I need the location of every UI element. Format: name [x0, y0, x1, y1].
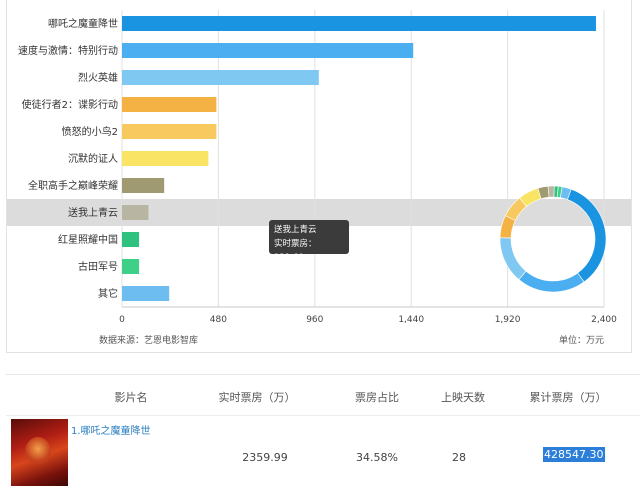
tooltip-value-line: 实时票房： 131.60 [274, 237, 344, 265]
donut-slice [499, 237, 527, 280]
movie-poster[interactable] [11, 419, 68, 486]
category-label: 红星照耀中国 [58, 233, 118, 246]
category-label: 全职高手之巅峰荣耀 [28, 179, 118, 192]
category-label: 愤怒的小鸟2 [62, 125, 118, 138]
bar [122, 286, 170, 301]
x-tick-label: 1,920 [495, 315, 521, 325]
tooltip-label: 实时票房： [274, 239, 317, 249]
bar-chart: 0 480 960 1,440 1,920 2,400 哪吒之魔童降世速度与激情：特别行动烈… [7, 10, 631, 346]
cell-days: 28 [452, 451, 466, 464]
header-share: 票房占比 [355, 391, 399, 404]
bar [122, 205, 149, 220]
category-label: 哪吒之魔童降世 [48, 17, 118, 30]
source-note: 数据来源：艺恩电影智库 [99, 334, 198, 346]
header-realtime: 实时票房（万） [218, 391, 296, 404]
category-label: 速度与激情：特别行动 [18, 44, 118, 57]
bar [122, 97, 217, 112]
category-label: 送我上青云 [68, 206, 118, 219]
header-divider [6, 415, 640, 416]
category-label: 沉默的证人 [68, 152, 118, 165]
box-office-table: 影片名 实时票房（万） 票房占比 上映天数 累计票房（万） 1.哪吒之魔童降世 … [6, 374, 640, 486]
unit-note: 单位：万元 [559, 334, 604, 346]
donut-slice [547, 185, 555, 198]
cell-cumulative: 428547.30 [543, 447, 605, 462]
bar [122, 178, 165, 193]
x-tick-label: 480 [210, 315, 227, 325]
chart-panel: 0 480 960 1,440 1,920 2,400 哪吒之魔童降世速度与激情：特别行动烈… [6, 0, 632, 353]
bar [122, 124, 217, 139]
header-film-name: 影片名 [114, 391, 148, 404]
tooltip-value: 131.60 [274, 253, 304, 263]
bar [122, 43, 414, 58]
bar [122, 232, 140, 247]
header-cumulative: 累计票房（万） [529, 391, 607, 404]
movie-title-link[interactable]: 1.哪吒之魔童降世 [71, 426, 151, 437]
x-tick-label: 0 [119, 315, 125, 325]
x-tick-label: 960 [306, 315, 323, 325]
bar [122, 151, 209, 166]
category-label: 使徒行者2：谍影行动 [22, 98, 118, 111]
bar [122, 259, 140, 274]
category-label: 其它 [98, 287, 118, 300]
chart-tooltip: 送我上青云 实时票房： 131.60 [269, 220, 349, 263]
donut-slice [559, 186, 572, 200]
header-days: 上映天数 [441, 391, 485, 404]
bar [122, 16, 596, 31]
cell-share: 34.58% [356, 451, 398, 464]
x-tick-label: 2,400 [591, 315, 617, 325]
tooltip-title: 送我上青云 [274, 225, 317, 235]
bar [122, 70, 319, 85]
cell-realtime: 2359.99 [242, 451, 288, 464]
donut-slice [518, 270, 585, 293]
x-tick-label: 1,440 [398, 315, 424, 325]
category-label: 烈火英雄 [78, 71, 118, 84]
category-label: 古田军号 [78, 260, 118, 273]
